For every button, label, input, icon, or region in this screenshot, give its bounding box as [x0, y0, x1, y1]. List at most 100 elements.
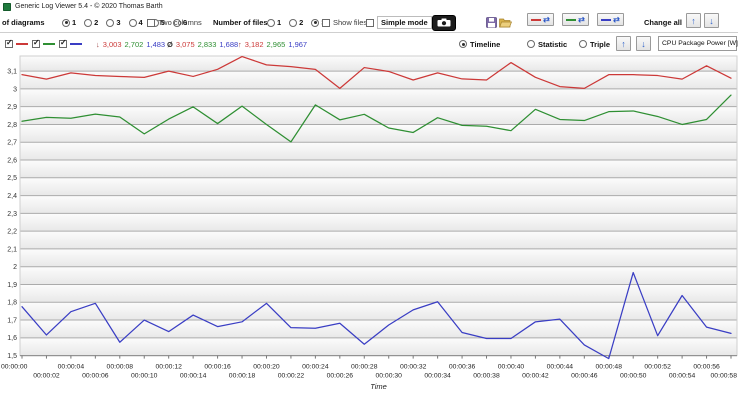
radio-icon[interactable] — [459, 40, 467, 48]
svg-text:00:00:20: 00:00:20 — [253, 364, 280, 371]
svg-text:00:00:28: 00:00:28 — [351, 364, 378, 371]
files-label-group: Number of files — [213, 13, 268, 32]
radio-icon[interactable] — [106, 18, 115, 27]
view-option-statistic[interactable]: Statistic — [527, 33, 567, 55]
stat-avg-group: Ø 3,075 2,833 1,688 — [167, 33, 238, 55]
app-icon — [3, 2, 11, 11]
blue-line-swatch — [601, 18, 612, 21]
camera-icon — [437, 18, 451, 27]
radio-icon[interactable] — [84, 18, 93, 27]
diagram-count-option-2[interactable]: 2 — [84, 18, 98, 27]
view-option-triple[interactable]: Triple — [579, 33, 610, 55]
svg-text:2,7: 2,7 — [7, 140, 17, 147]
radio-icon[interactable] — [311, 18, 320, 27]
file-count-radios: 1 2 3 — [267, 13, 331, 32]
window-title: Generic Log Viewer 5.4 - © 2020 Thomas B… — [15, 3, 163, 10]
save-button[interactable] — [486, 13, 497, 32]
color-swap-icon: ⇄ — [543, 14, 550, 24]
two-columns-checkbox[interactable]: Two columns — [147, 13, 202, 32]
radio-icon[interactable] — [62, 18, 70, 27]
series-line-blue — [21, 271, 732, 360]
channel-select[interactable]: CPU Package Power [W] ▾ — [658, 36, 738, 51]
arrow-up-icon: ↑ — [621, 38, 626, 49]
diagram-count-option-4[interactable]: 4 — [128, 18, 143, 27]
svg-text:00:00:14: 00:00:14 — [180, 373, 207, 380]
svg-text:Time: Time — [370, 382, 387, 391]
checkbox-icon[interactable] — [59, 39, 67, 48]
view-option-timeline[interactable]: Timeline — [459, 33, 500, 55]
average-symbol: Ø — [167, 39, 173, 49]
stat-max-blue: 1,967 — [288, 39, 308, 49]
series-line-green — [21, 94, 732, 143]
svg-text:00:00:52: 00:00:52 — [644, 364, 671, 371]
stat-max-red: 3,182 — [244, 39, 264, 49]
radio-icon[interactable] — [267, 18, 275, 27]
svg-text:00:00:24: 00:00:24 — [302, 364, 329, 371]
show-files-checkbox[interactable]: Show files — [322, 13, 367, 32]
stat-avg-green: 2,833 — [197, 39, 217, 49]
svg-text:00:00:54: 00:00:54 — [669, 373, 696, 380]
radio-icon[interactable] — [579, 40, 587, 48]
svg-text:00:00:58: 00:00:58 — [711, 373, 738, 380]
diagrams-label: of diagrams — [2, 18, 45, 27]
svg-text:00:00:38: 00:00:38 — [473, 373, 500, 380]
channel-up-button[interactable]: ↑ — [616, 36, 631, 51]
stat-max-green: 2,965 — [266, 39, 286, 49]
diagram-count-option-3[interactable]: 3 — [106, 18, 121, 27]
open-folder-button[interactable] — [499, 13, 512, 32]
radio-icon[interactable] — [527, 40, 535, 48]
svg-text:00:00:16: 00:00:16 — [204, 364, 231, 371]
change-all-label: Change all — [644, 18, 682, 27]
stat-avg-blue: 1,688 — [219, 39, 239, 49]
svg-text:00:00:50: 00:00:50 — [620, 373, 647, 380]
svg-text:00:00:08: 00:00:08 — [107, 364, 134, 371]
svg-text:00:00:46: 00:00:46 — [571, 373, 598, 380]
screenshot-button[interactable] — [432, 14, 456, 31]
series-line-red — [21, 55, 732, 89]
color-swap-icon: ⇄ — [613, 14, 620, 24]
series-color-button-green[interactable]: ⇄ — [562, 13, 589, 26]
show-files-label: Show files — [333, 18, 368, 27]
series-color-button-red[interactable]: ⇄ — [527, 13, 554, 26]
checkbox-icon[interactable] — [5, 39, 13, 48]
arrow-down-icon: ↓ — [641, 38, 646, 49]
two-columns-label: Two columns — [158, 18, 202, 27]
svg-text:00:00:10: 00:00:10 — [131, 373, 158, 380]
green-line-swatch — [566, 18, 577, 21]
checkbox-icon[interactable] — [366, 18, 374, 27]
svg-text:2,4: 2,4 — [7, 193, 17, 200]
checkbox-icon[interactable] — [322, 18, 330, 27]
red-line-swatch — [531, 18, 542, 21]
change-all-down-button[interactable]: ↓ — [704, 13, 719, 28]
svg-text:2,1: 2,1 — [7, 246, 17, 253]
stat-min-blue: 1,483 — [146, 39, 166, 49]
radio-icon[interactable] — [289, 18, 298, 27]
arrow-up-icon: ↑ — [691, 15, 696, 26]
main-toolbar: of diagrams 1 2 3 4 5 6 Two columns Numb… — [0, 13, 738, 33]
svg-text:00:00:32: 00:00:32 — [400, 364, 427, 371]
channel-down-button[interactable]: ↓ — [636, 36, 651, 51]
change-all-up-button[interactable]: ↑ — [686, 13, 701, 28]
series-toggle-green[interactable] — [32, 33, 55, 55]
diagram-count-option-6[interactable]: 6 — [172, 18, 187, 27]
radio-icon[interactable] — [128, 18, 137, 27]
series-toggle-blue[interactable] — [59, 33, 82, 55]
series-color-button-blue[interactable]: ⇄ — [597, 13, 624, 26]
checkbox-icon[interactable] — [32, 39, 40, 48]
file-count-option-2[interactable]: 2 — [289, 18, 303, 27]
svg-text:00:00:56: 00:00:56 — [693, 364, 720, 371]
file-count-option-1[interactable]: 1 — [267, 18, 281, 27]
stat-max-group: ↑ 3,182 2,965 1,967 — [238, 33, 307, 55]
files-label: Number of files — [213, 18, 268, 27]
radio-icon[interactable] — [172, 18, 181, 27]
checkbox-icon[interactable] — [147, 18, 155, 27]
svg-text:2,3: 2,3 — [7, 211, 17, 218]
screenshot-button-group — [432, 13, 456, 32]
simple-mode-checkbox[interactable]: Simple mode — [366, 13, 432, 32]
save-icon — [486, 17, 497, 28]
color-swap-icon: ⇄ — [578, 14, 585, 24]
series-toggle-red[interactable] — [5, 33, 28, 55]
diagram-count-option-1[interactable]: 1 — [62, 18, 76, 27]
